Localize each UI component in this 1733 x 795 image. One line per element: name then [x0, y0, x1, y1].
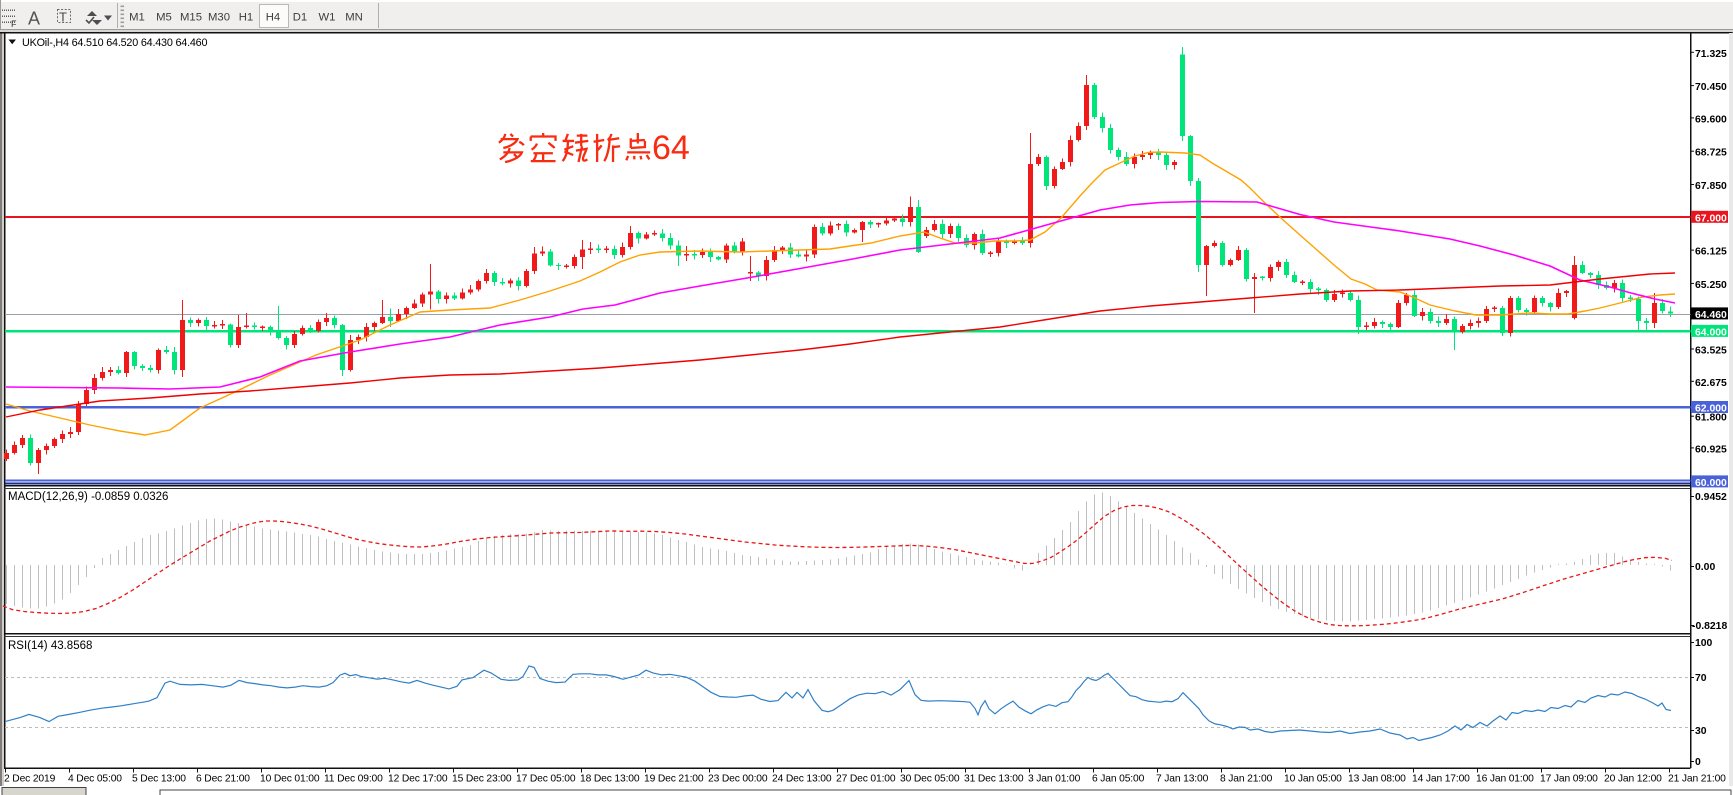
svg-text:MN: MN	[345, 12, 363, 24]
svg-text:24 Dec 13:00: 24 Dec 13:00	[772, 774, 832, 785]
svg-text:11 Dec 09:00: 11 Dec 09:00	[324, 774, 383, 785]
svg-text:5 Dec 13:00: 5 Dec 13:00	[132, 774, 186, 785]
svg-text:D1: D1	[293, 12, 307, 24]
svg-text:19 Dec 21:00: 19 Dec 21:00	[644, 774, 704, 785]
svg-text:M15: M15	[180, 12, 202, 24]
svg-text:0: 0	[1695, 757, 1701, 768]
svg-text:31 Dec 13:00: 31 Dec 13:00	[964, 774, 1024, 785]
svg-text:W1: W1	[319, 12, 336, 24]
svg-text:6 Jan 05:00: 6 Jan 05:00	[1092, 774, 1145, 785]
svg-text:10 Dec 01:00: 10 Dec 01:00	[260, 774, 320, 785]
svg-text:H4: H4	[266, 12, 280, 24]
svg-text:16 Jan 01:00: 16 Jan 01:00	[1476, 774, 1534, 785]
svg-text:0.9452: 0.9452	[1695, 492, 1727, 503]
svg-text:H1: H1	[239, 12, 253, 24]
svg-text:M1: M1	[129, 12, 145, 24]
svg-text:60.925: 60.925	[1695, 444, 1727, 455]
svg-text:66.125: 66.125	[1695, 247, 1727, 258]
svg-text:15 Dec 23:00: 15 Dec 23:00	[452, 774, 512, 785]
svg-text:2 Dec 2019: 2 Dec 2019	[4, 774, 56, 785]
svg-text:-0.8218: -0.8218	[1692, 621, 1727, 632]
svg-text:64.000: 64.000	[1695, 327, 1727, 338]
svg-text:12 Dec 17:00: 12 Dec 17:00	[388, 774, 448, 785]
svg-text:64.460: 64.460	[1695, 310, 1727, 321]
svg-text:UKOil-,H4 64.510 64.520 64.43: UKOil-,H4 64.510 64.520 64.430 64.460	[22, 37, 207, 49]
svg-text:65.250: 65.250	[1695, 280, 1727, 291]
svg-text:23 Dec 00:00: 23 Dec 00:00	[708, 774, 768, 785]
svg-text:13 Jan 08:00: 13 Jan 08:00	[1348, 774, 1406, 785]
svg-text:71.325: 71.325	[1695, 49, 1727, 60]
svg-text:T: T	[59, 10, 67, 25]
svg-text:0.00: 0.00	[1695, 562, 1715, 573]
svg-text:20 Jan 12:00: 20 Jan 12:00	[1604, 774, 1662, 785]
svg-text:RSI(14) 43.8568: RSI(14) 43.8568	[8, 640, 92, 652]
svg-text:30: 30	[1695, 726, 1707, 737]
svg-text:27 Dec 01:00: 27 Dec 01:00	[836, 774, 896, 785]
svg-text:3 Jan 01:00: 3 Jan 01:00	[1028, 774, 1081, 785]
svg-text:8 Jan 21:00: 8 Jan 21:00	[1220, 774, 1273, 785]
svg-text:61.800: 61.800	[1695, 413, 1727, 424]
svg-text:63.525: 63.525	[1695, 346, 1727, 357]
svg-text:62.000: 62.000	[1695, 404, 1727, 415]
svg-text:70: 70	[1695, 673, 1707, 684]
svg-text:17 Dec 05:00: 17 Dec 05:00	[516, 774, 576, 785]
svg-text:69.600: 69.600	[1695, 114, 1727, 125]
svg-text:4 Dec 05:00: 4 Dec 05:00	[68, 774, 122, 785]
svg-text:68.725: 68.725	[1695, 148, 1727, 159]
svg-text:14 Jan 17:00: 14 Jan 17:00	[1412, 774, 1470, 785]
svg-text:60.000: 60.000	[1695, 478, 1727, 489]
svg-text:7 Jan 13:00: 7 Jan 13:00	[1156, 774, 1209, 785]
svg-text:62.675: 62.675	[1695, 378, 1727, 389]
svg-text:6 Dec 21:00: 6 Dec 21:00	[196, 774, 250, 785]
svg-text:18 Dec 13:00: 18 Dec 13:00	[580, 774, 640, 785]
svg-text:M30: M30	[208, 12, 230, 24]
svg-text:100: 100	[1695, 638, 1713, 649]
svg-text:M5: M5	[156, 12, 172, 24]
svg-text:70.450: 70.450	[1695, 82, 1727, 93]
svg-text:10 Jan 05:00: 10 Jan 05:00	[1284, 774, 1342, 785]
svg-text:67.000: 67.000	[1695, 213, 1727, 224]
svg-text:30 Dec 05:00: 30 Dec 05:00	[900, 774, 960, 785]
svg-text:21 Jan 21:00: 21 Jan 21:00	[1668, 774, 1726, 785]
svg-text:67.850: 67.850	[1695, 181, 1727, 192]
svg-text:A: A	[28, 9, 40, 29]
svg-text:F: F	[11, 19, 17, 29]
svg-text:64: 64	[652, 129, 690, 167]
svg-text:MACD(12,26,9) -0.0859 0.0326: MACD(12,26,9) -0.0859 0.0326	[8, 491, 168, 503]
svg-text:17 Jan 09:00: 17 Jan 09:00	[1540, 774, 1598, 785]
